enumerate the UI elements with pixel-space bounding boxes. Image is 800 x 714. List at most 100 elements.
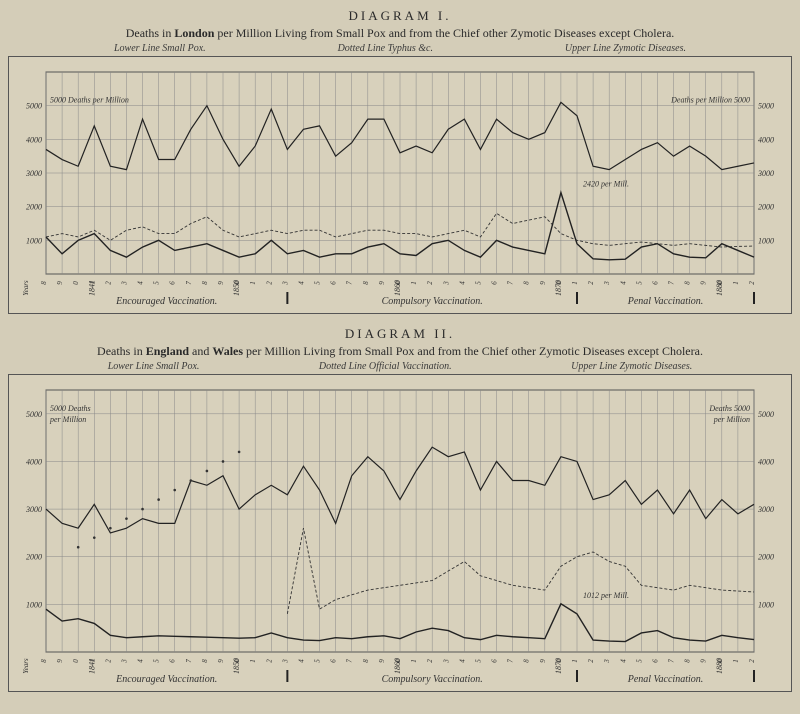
- svg-text:6: 6: [330, 281, 338, 285]
- svg-text:4: 4: [458, 281, 466, 285]
- svg-text:6: 6: [651, 659, 659, 663]
- svg-text:1: 1: [410, 659, 418, 663]
- svg-text:2: 2: [104, 659, 112, 663]
- svg-text:4: 4: [297, 659, 305, 663]
- svg-text:3: 3: [120, 281, 128, 286]
- svg-text:1: 1: [249, 659, 257, 663]
- svg-text:9: 9: [217, 659, 225, 663]
- svg-text:1841: 1841: [87, 280, 96, 296]
- svg-text:1860: 1860: [393, 658, 402, 674]
- diagram-subtitle: Deaths in London per Million Living from…: [8, 26, 792, 41]
- diagram-subtitle: Deaths in England and Wales per Million …: [8, 344, 792, 359]
- svg-text:2: 2: [587, 281, 595, 285]
- svg-text:3: 3: [442, 659, 450, 664]
- svg-text:3: 3: [442, 281, 450, 286]
- svg-text:5: 5: [635, 281, 643, 285]
- svg-text:2: 2: [265, 281, 273, 285]
- svg-text:5000: 5000: [758, 102, 774, 111]
- svg-text:3000: 3000: [757, 169, 774, 178]
- svg-text:6: 6: [169, 281, 177, 285]
- svg-text:2: 2: [426, 281, 434, 285]
- svg-text:0: 0: [72, 659, 80, 663]
- svg-text:4000: 4000: [26, 135, 42, 144]
- svg-text:8: 8: [40, 281, 48, 285]
- svg-text:Encouraged Vaccination.: Encouraged Vaccination.: [115, 296, 217, 307]
- svg-text:2000: 2000: [26, 553, 42, 562]
- svg-text:3: 3: [120, 659, 128, 664]
- svg-text:5000 Deaths per Million: 5000 Deaths per Million: [50, 96, 129, 105]
- svg-text:5: 5: [474, 281, 482, 285]
- svg-text:1880: 1880: [715, 280, 724, 296]
- svg-text:2: 2: [748, 659, 756, 663]
- svg-text:1870: 1870: [554, 658, 563, 674]
- legend-upper: Upper Line Zymotic Diseases.: [565, 43, 686, 54]
- svg-text:4: 4: [619, 281, 627, 285]
- svg-text:1012 per Mill.: 1012 per Mill.: [583, 591, 629, 600]
- legend-upper: Upper Line Zymotic Diseases.: [571, 361, 692, 372]
- svg-text:4000: 4000: [758, 135, 774, 144]
- legend-row: Lower Line Small Pox. Dotted Line Officia…: [8, 361, 792, 372]
- svg-text:2: 2: [104, 281, 112, 285]
- svg-text:Deaths per Million 5000: Deaths per Million 5000: [670, 96, 750, 105]
- svg-text:4: 4: [297, 281, 305, 285]
- svg-text:3000: 3000: [757, 505, 774, 514]
- svg-text:1850: 1850: [232, 280, 241, 296]
- svg-text:8: 8: [201, 659, 209, 663]
- svg-text:2: 2: [265, 659, 273, 663]
- svg-text:3000: 3000: [25, 505, 42, 514]
- svg-text:5: 5: [635, 659, 643, 663]
- svg-text:per Million: per Million: [49, 415, 86, 424]
- svg-text:1: 1: [571, 659, 579, 663]
- svg-text:1880: 1880: [715, 658, 724, 674]
- svg-text:9: 9: [700, 281, 708, 285]
- svg-text:9: 9: [539, 281, 547, 285]
- svg-text:5: 5: [314, 659, 322, 663]
- svg-text:8: 8: [684, 659, 692, 663]
- legend-mid: Dotted Line Typhus &c.: [338, 43, 433, 54]
- svg-text:1000: 1000: [26, 600, 42, 609]
- svg-text:Deaths 5000: Deaths 5000: [708, 404, 750, 413]
- svg-text:3: 3: [603, 659, 611, 664]
- svg-text:4000: 4000: [758, 457, 774, 466]
- legend-mid: Dotted Line Official Vaccination.: [319, 361, 452, 372]
- svg-text:1850: 1850: [232, 658, 241, 674]
- svg-text:3: 3: [281, 659, 289, 664]
- svg-text:Years: Years: [22, 658, 30, 674]
- svg-text:5: 5: [474, 659, 482, 663]
- svg-text:Compulsory Vaccination.: Compulsory Vaccination.: [382, 674, 483, 685]
- legend-lower: Lower Line Small Pox.: [108, 361, 200, 372]
- svg-text:9: 9: [378, 659, 386, 663]
- svg-text:5: 5: [153, 281, 161, 285]
- svg-text:5000 Deaths: 5000 Deaths: [50, 404, 91, 413]
- svg-text:8: 8: [523, 281, 531, 285]
- svg-text:3000: 3000: [25, 169, 42, 178]
- svg-text:9: 9: [217, 281, 225, 285]
- svg-text:8: 8: [362, 281, 370, 285]
- svg-text:4000: 4000: [26, 457, 42, 466]
- chart-frame: 1000100020002000300030004000400050005000…: [8, 374, 792, 692]
- svg-text:5000: 5000: [758, 410, 774, 419]
- svg-text:1: 1: [249, 281, 257, 285]
- svg-text:1: 1: [732, 659, 740, 663]
- svg-text:5000: 5000: [26, 410, 42, 419]
- svg-text:9: 9: [700, 659, 708, 663]
- svg-text:7: 7: [185, 659, 193, 663]
- svg-text:3: 3: [603, 281, 611, 286]
- svg-text:2000: 2000: [758, 553, 774, 562]
- diagram-title: DIAGRAM II.: [8, 326, 792, 342]
- svg-text:9: 9: [56, 659, 64, 663]
- svg-text:7: 7: [346, 281, 354, 285]
- svg-text:7: 7: [507, 281, 515, 285]
- svg-text:6: 6: [169, 659, 177, 663]
- svg-text:2: 2: [748, 281, 756, 285]
- d2: DIAGRAM II. Deaths in England and Wales p…: [8, 326, 792, 692]
- diagram-title: DIAGRAM I.: [8, 8, 792, 24]
- svg-text:8: 8: [40, 659, 48, 663]
- svg-text:5: 5: [314, 281, 322, 285]
- svg-text:2: 2: [426, 659, 434, 663]
- svg-text:3: 3: [281, 281, 289, 286]
- svg-text:0: 0: [72, 281, 80, 285]
- svg-text:9: 9: [56, 281, 64, 285]
- chart-frame: 1000100020002000300030004000400050005000…: [8, 56, 792, 314]
- svg-text:9: 9: [539, 659, 547, 663]
